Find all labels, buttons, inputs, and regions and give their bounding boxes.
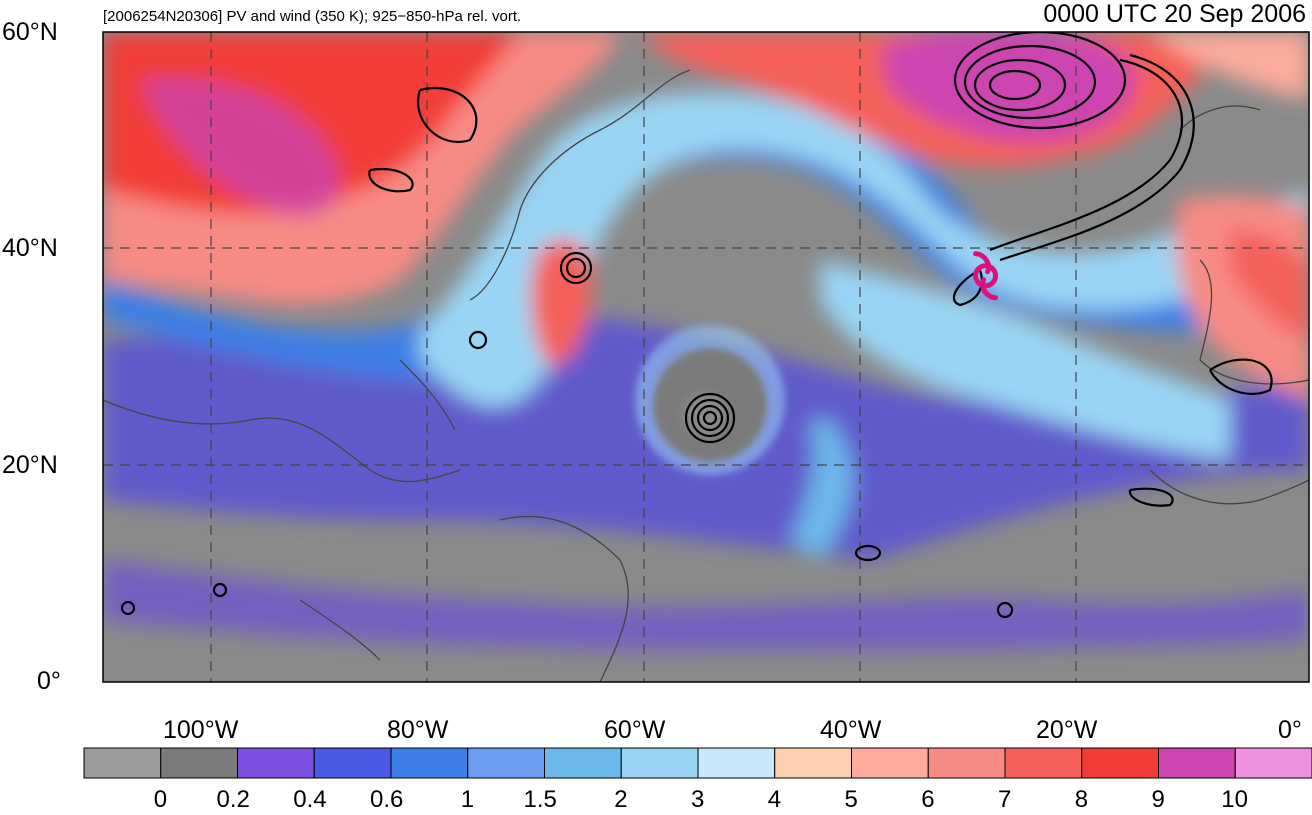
colorbar-tick-label: 0.4 — [293, 786, 327, 813]
colorbar-tick-label: 3 — [691, 786, 705, 813]
lat-label-20n: 20°N — [2, 451, 58, 479]
colorbar-swatch — [697, 747, 776, 779]
colorbar-tick-label: 0 — [153, 786, 168, 813]
graticule — [103, 32, 1309, 682]
lon-label-60w: 60°W — [604, 716, 666, 744]
colorbar — [83, 747, 1312, 779]
colorbar-swatch — [467, 747, 545, 779]
lon-label-0: 0° — [1278, 716, 1302, 744]
lon-label-100w: 100°W — [163, 716, 239, 744]
coastlines — [103, 69, 1309, 682]
colorbar-swatch — [1158, 747, 1236, 779]
colorbar-swatch — [390, 747, 469, 779]
colorbar-swatch — [313, 747, 392, 779]
colorbar-swatch — [83, 747, 162, 779]
colorbar-swatch — [851, 747, 929, 779]
colorbar-tick-label: 8 — [1074, 786, 1089, 813]
figure-subtitle: [2006254N20306] PV and wind (350 K); 925… — [103, 8, 522, 25]
lat-label-40n: 40°N — [2, 234, 58, 262]
colorbar-tick-label: 0.6 — [370, 786, 404, 813]
vorticity-contours — [120, 32, 1273, 619]
colorbar-tick-label: 4 — [767, 786, 782, 813]
lat-label-60n: 60°N — [2, 18, 58, 46]
colorbar-tick-label: 10 — [1221, 786, 1248, 813]
colorbar-swatch — [1004, 747, 1083, 779]
lon-label-80w: 80°W — [387, 716, 449, 744]
map-plot-area — [103, 32, 1309, 682]
colorbar-swatch — [927, 747, 1006, 779]
colorbar-swatch — [1234, 747, 1312, 779]
tropical-cyclone-icon — [973, 251, 999, 301]
colorbar-swatch — [237, 747, 315, 779]
lon-label-40w: 40°W — [820, 716, 882, 744]
colorbar-swatch — [774, 747, 852, 779]
lat-label-0: 0° — [37, 667, 61, 695]
colorbar-swatch — [1081, 747, 1159, 779]
lon-label-20w: 20°W — [1036, 716, 1098, 744]
colorbar-tick-label: 9 — [1151, 786, 1165, 813]
map-frame — [102, 31, 1310, 683]
valid-time-label: 0000 UTC 20 Sep 2006 — [1043, 0, 1306, 28]
colorbar-tick-label: 1.5 — [523, 786, 557, 813]
colorbar-swatch — [160, 747, 238, 779]
colorbar-tick-label: 7 — [998, 786, 1012, 813]
colorbar-tick-label: 6 — [921, 786, 935, 813]
colorbar-swatch — [620, 747, 699, 779]
colorbar-tick-label: 0.2 — [216, 786, 250, 813]
colorbar-tick-label: 2 — [614, 786, 628, 813]
colorbar-swatch — [544, 747, 622, 779]
colorbar-tick-label: 1 — [460, 786, 475, 813]
colorbar-tick-label: 5 — [844, 786, 858, 813]
